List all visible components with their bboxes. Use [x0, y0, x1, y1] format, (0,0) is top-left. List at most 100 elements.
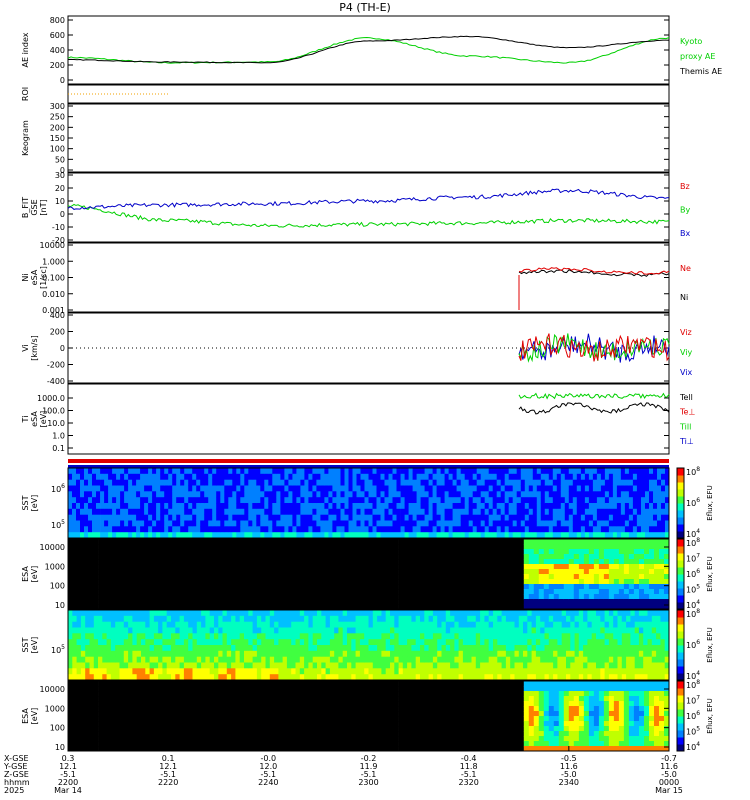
- esa-e-cell: [478, 559, 485, 565]
- sst-e-cell: [616, 497, 622, 504]
- sst-e-cell: [144, 491, 149, 498]
- temperature-legend-2: Till: [679, 422, 691, 431]
- sst-i-cell: [175, 662, 180, 669]
- esa-e-cell: [398, 549, 404, 555]
- sst-i-cell: [445, 674, 451, 681]
- sst-i-cell: [128, 639, 133, 646]
- sst-i-cell: [497, 639, 502, 646]
- esa-e-cell: [323, 564, 329, 570]
- sst-e-cell: [356, 491, 361, 498]
- sst-i-cell: [325, 668, 331, 675]
- esa-e-cell: [233, 569, 239, 575]
- esa-e-cell: [198, 569, 204, 575]
- sst-i-cell: [85, 656, 90, 663]
- sst-e-cell: [320, 503, 325, 510]
- sst-i-cell: [488, 633, 494, 640]
- sst-e-cell: [444, 468, 449, 475]
- sst-e-cell: [436, 508, 441, 515]
- bfield-legend-2: Bx: [680, 229, 690, 238]
- esa-e-cell: [193, 539, 199, 545]
- velocity-ytick-label: -200: [47, 361, 65, 370]
- sst-i-cell: [454, 645, 460, 652]
- sst-e-cell: [516, 503, 522, 510]
- sst-i-cell: [420, 627, 425, 634]
- esa-e-cell: [143, 589, 149, 595]
- sst-e-cell: [536, 508, 542, 515]
- sst-e-cell: [280, 508, 285, 515]
- sst-i-cell: [102, 621, 107, 628]
- sst-i-cell: [235, 645, 241, 652]
- sst-e-cell: [148, 508, 153, 515]
- sst-i-cell: [312, 668, 318, 675]
- sst-e-cell: [665, 508, 670, 515]
- sst-e-cell: [428, 485, 433, 492]
- sst-i-cell: [85, 627, 90, 634]
- esa-e-cell: [618, 564, 625, 570]
- sst-e-cell: [68, 485, 73, 492]
- sst-e-cell: [540, 485, 546, 492]
- sst-i-cell: [222, 662, 228, 669]
- sst-i-cell: [102, 639, 107, 646]
- esa-e-cell: [513, 579, 520, 585]
- esa-e-cell: [588, 579, 595, 585]
- sst-e-cell: [520, 503, 526, 510]
- esa-e-cell: [153, 579, 159, 585]
- esa-e-cell: [138, 589, 144, 595]
- esa-e-cell: [298, 594, 304, 600]
- sst-e-cell: [72, 473, 77, 480]
- sst-e-cell: [156, 514, 161, 521]
- sst-e-cell: [156, 479, 161, 486]
- esa-e-cell: [138, 569, 144, 575]
- sst-e-cell: [492, 491, 498, 498]
- sst-i-cell: [347, 645, 352, 652]
- sst-i-cell: [222, 674, 228, 681]
- sst-e-cell: [416, 526, 421, 533]
- esa-e-cell: [198, 599, 204, 605]
- sst-e-cell: [184, 526, 189, 533]
- sst-i-cell: [93, 610, 99, 617]
- sst-i-cell: [385, 621, 391, 628]
- sst-e-cell: [576, 491, 582, 498]
- esa-e-cell: [373, 599, 379, 605]
- esa-e-cell: [568, 564, 575, 570]
- sst-e-cell: [641, 514, 646, 521]
- sst-e-cell: [220, 473, 225, 480]
- sst-e-cell: [572, 503, 578, 510]
- sst-e-cell: [608, 485, 614, 492]
- esa-e-cell: [613, 549, 620, 555]
- sst-e-cell: [364, 532, 369, 539]
- esa-e-cell: [403, 549, 409, 555]
- esa-e-cell: [308, 569, 314, 575]
- esa-e-cell: [178, 544, 184, 550]
- sst-i-cell: [115, 621, 120, 628]
- sst-e-cell: [641, 497, 646, 504]
- sst-i-cell: [93, 668, 99, 675]
- sst-e-cell: [280, 491, 285, 498]
- sst-e-cell: [256, 491, 261, 498]
- sst-i-cell: [497, 674, 502, 681]
- sst-e-cell: [632, 485, 638, 492]
- sst-e-cell: [300, 485, 305, 492]
- sst-e-cell: [500, 473, 506, 480]
- sst-e-cell: [228, 532, 233, 539]
- esa-e-cell: [203, 599, 209, 605]
- esa-e-cell: [633, 604, 640, 610]
- esa-e-cell: [288, 564, 294, 570]
- sst-i-cell: [420, 610, 425, 617]
- esa-e-cell: [468, 584, 475, 590]
- esa-e-cell: [233, 579, 239, 585]
- sst-e-cell: [204, 468, 209, 475]
- esa-e-cell: [293, 574, 299, 580]
- sst-i-cell: [377, 610, 382, 617]
- sst-i-cell: [462, 662, 468, 669]
- sst-i-cell: [295, 639, 301, 646]
- esa-e-cell: [368, 604, 374, 610]
- esa-e-cell: [573, 579, 580, 585]
- sst-e-cell: [144, 514, 149, 521]
- sst-i-cell: [531, 615, 537, 622]
- esa-e-cell: [188, 589, 194, 595]
- sst-e-cell: [528, 514, 534, 521]
- sst-e-cell: [576, 532, 582, 539]
- esa-e-cell: [413, 584, 419, 590]
- sst-e-cell: [184, 497, 189, 504]
